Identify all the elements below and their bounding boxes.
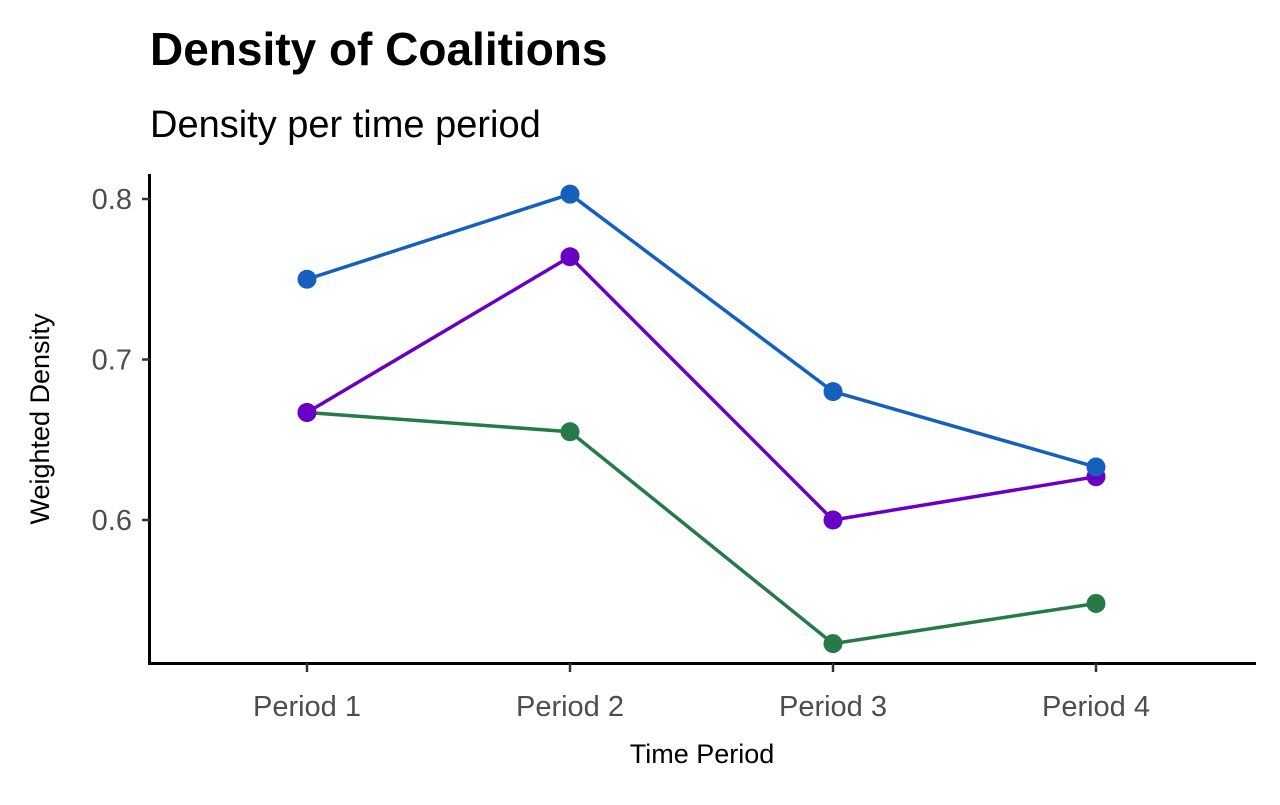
chart-subtitle: Density per time period [150,104,541,146]
data-point [297,269,317,289]
y-axis-title: Weighted Density [25,313,55,525]
x-tick-label: Period 1 [253,691,361,723]
series-line-0 [306,192,1097,469]
x-axis-ticks: Period 1 Period 2 Period 3 Period 4 [253,663,1150,723]
y-tick-label: 0.6 [92,505,132,537]
y-axis-ticks: 0.6 0.7 0.8 [92,184,150,537]
data-point [560,247,580,267]
x-tick-label: Period 3 [779,691,887,723]
series-line-1 [306,255,1097,522]
data-point [560,184,580,204]
data-point [297,402,317,422]
data-point [560,422,580,442]
y-tick-label: 0.8 [92,184,132,216]
data-point [823,634,843,654]
x-tick-label: Period 4 [1042,691,1150,723]
data-point [1086,593,1106,613]
data-point [1086,457,1106,477]
x-axis-title: Time Period [630,739,775,769]
series-layer [297,184,1106,654]
chart-title: Density of Coalitions [150,23,607,75]
data-point [823,510,843,530]
series-line-2 [306,410,1097,646]
y-tick-label: 0.7 [92,345,132,377]
data-point [823,382,843,402]
x-tick-label: Period 2 [516,691,624,723]
